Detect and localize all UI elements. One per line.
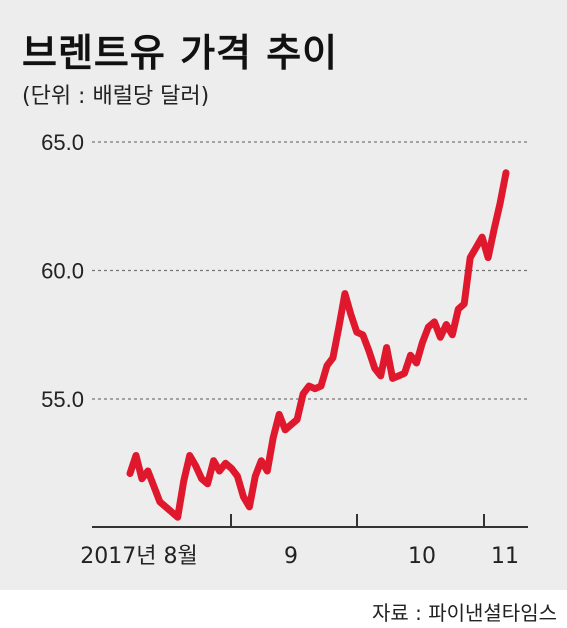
- y-axis-ticks: 65.0 60.0 55.0: [41, 130, 84, 412]
- chart-area: [0, 0, 567, 590]
- x-axis-labels: 2017년 8월 9 10 11: [80, 544, 519, 569]
- x-axis-tick-marks: [230, 514, 485, 527]
- y-tick-label-0: 65.0: [41, 130, 84, 155]
- series-line: [126, 169, 510, 521]
- source-note: 자료 : 파이낸셜타임스: [371, 601, 557, 625]
- line-chart: 65.0 60.0 55.0 2017년 8월 9 10 11: [41, 130, 528, 569]
- chart-subtitle: (단위 : 배럴당 달러): [22, 84, 210, 109]
- chart-title: 브렌트유 가격 추이: [22, 31, 339, 75]
- grid-lines: [92, 141, 528, 400]
- x-tick-label-1: 9: [284, 544, 298, 569]
- y-tick-label-2: 55.0: [41, 387, 84, 412]
- y-tick-label-1: 60.0: [41, 259, 84, 284]
- x-tick-label-0: 2017년 8월: [80, 544, 197, 569]
- x-tick-label-2: 10: [408, 544, 436, 569]
- x-tick-label-3: 11: [491, 544, 519, 569]
